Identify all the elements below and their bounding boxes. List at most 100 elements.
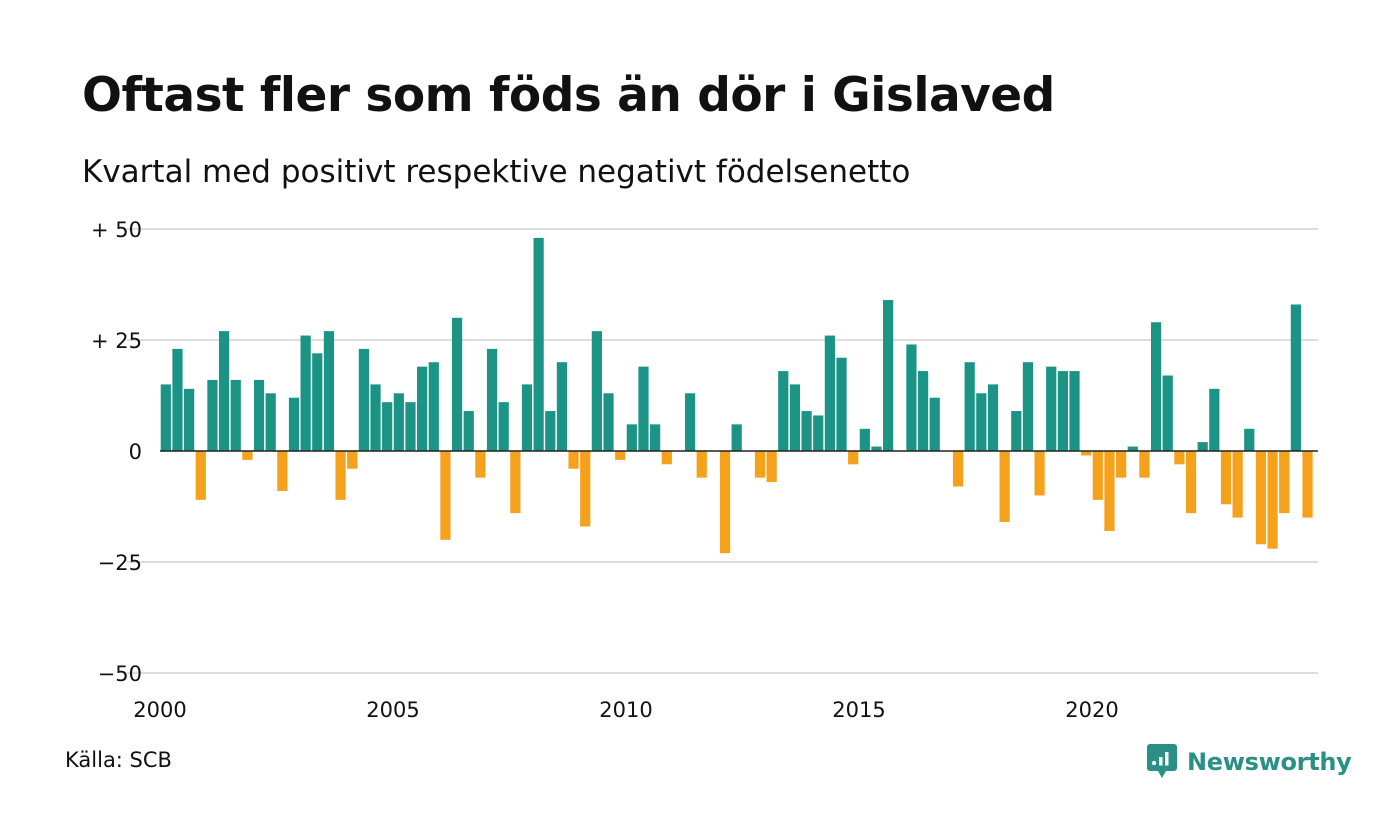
- y-axis-labels: + 50 + 25 0 −25 −50: [91, 218, 142, 686]
- newsworthy-logo-icon: [1147, 744, 1177, 778]
- bar-positive: [778, 371, 789, 451]
- bar-negative: [1185, 451, 1197, 514]
- bar-negative: [1267, 451, 1278, 549]
- bar-negative: [1279, 451, 1290, 514]
- bar-positive: [684, 393, 696, 451]
- bar-negative: [1116, 451, 1127, 478]
- bar-negative: [719, 451, 731, 554]
- x-axis-labels: 2000 2005 2010 2015 2020: [133, 698, 1118, 722]
- bar-positive: [964, 362, 975, 451]
- bar-negative: [1092, 451, 1103, 500]
- chart-subtitle: Kvartal med positivt respektive negativt…: [82, 154, 911, 190]
- bar-positive: [836, 357, 847, 451]
- bar-positive: [323, 331, 335, 451]
- y-tick-label: −50: [98, 662, 142, 686]
- bar-positive: [1244, 428, 1255, 451]
- bar-negative: [1104, 451, 1115, 531]
- bar-positive: [253, 379, 265, 451]
- bar-positive: [417, 366, 428, 451]
- bar-positive: [906, 344, 917, 451]
- bar-negative: [696, 451, 707, 478]
- bar-negative: [999, 451, 1010, 523]
- y-tick-label: + 25: [91, 329, 142, 353]
- bar-positive: [871, 446, 882, 451]
- bar-positive: [218, 331, 230, 451]
- bar-positive: [288, 397, 300, 451]
- bar-positive: [917, 371, 929, 451]
- bar-positive: [265, 393, 276, 451]
- bar-positive: [312, 353, 323, 451]
- bar-positive: [976, 393, 987, 451]
- bar-negative: [242, 451, 253, 460]
- bar-negative: [754, 451, 766, 478]
- bar-positive: [521, 384, 533, 451]
- bar-positive: [591, 331, 602, 451]
- bar-positive: [207, 379, 218, 451]
- bar-positive: [230, 379, 241, 451]
- bar-positive: [545, 411, 556, 451]
- bar-positive: [533, 237, 544, 451]
- bar-positive: [184, 388, 195, 451]
- x-tick-label: 2010: [599, 698, 652, 722]
- bar-positive: [626, 424, 637, 451]
- bar-positive: [160, 384, 171, 451]
- bar-positive: [1290, 304, 1301, 451]
- bar-positive: [1069, 371, 1080, 451]
- bar-positive: [451, 317, 463, 451]
- chart-title: Oftast fler som föds än dör i Gislaved: [82, 68, 1055, 123]
- bar-negative: [848, 451, 859, 465]
- bar-positive: [1127, 446, 1138, 451]
- bar-positive: [1197, 442, 1208, 451]
- y-tick-label: 0: [129, 440, 142, 464]
- bar-negative: [1255, 451, 1267, 545]
- bar-positive: [1057, 371, 1068, 451]
- bar-positive: [1162, 375, 1173, 451]
- bar-negative: [335, 451, 346, 500]
- bar-negative: [766, 451, 777, 483]
- y-tick-label: + 50: [91, 218, 142, 242]
- bar-positive: [650, 424, 661, 451]
- bar-negative: [952, 451, 964, 487]
- x-tick-label: 2020: [1065, 698, 1118, 722]
- bar-negative: [1232, 451, 1243, 518]
- x-tick-label: 2015: [832, 698, 885, 722]
- bar-positive: [1209, 388, 1220, 451]
- bar-positive: [883, 300, 894, 451]
- bar-negative: [1139, 451, 1150, 478]
- bar-positive: [556, 362, 568, 451]
- bar-negative: [347, 451, 358, 469]
- source-note: Källa: SCB: [65, 748, 172, 772]
- x-tick-label: 2005: [366, 698, 419, 722]
- bar-positive: [1046, 366, 1057, 451]
- y-tick-label: −25: [98, 551, 142, 575]
- bar-negative: [568, 451, 579, 469]
- bar-positive: [428, 362, 439, 451]
- bar-positive: [486, 348, 498, 451]
- bar-positive: [824, 335, 835, 451]
- bar-positive: [859, 428, 870, 451]
- bar-negative: [510, 451, 521, 514]
- bar-negative: [661, 451, 672, 465]
- bar-positive: [603, 393, 614, 451]
- brand-name: Newsworthy: [1187, 748, 1352, 776]
- bar-negative: [475, 451, 486, 478]
- bar-positive: [929, 397, 940, 451]
- bar-positive: [1022, 362, 1034, 451]
- bar-positive: [987, 384, 999, 451]
- bar-negative: [1220, 451, 1232, 505]
- bar-negative: [195, 451, 206, 500]
- bar-positive: [463, 411, 474, 451]
- bar-positive: [801, 411, 812, 451]
- bar-negative: [1081, 451, 1092, 456]
- bar-positive: [789, 384, 801, 451]
- bar-negative: [580, 451, 591, 527]
- bar-positive: [370, 384, 381, 451]
- bar-positive: [172, 348, 183, 451]
- bars: [160, 237, 1313, 554]
- bar-positive: [498, 402, 509, 451]
- bar-positive: [300, 335, 311, 451]
- bar-positive: [358, 348, 369, 451]
- bar-positive: [638, 366, 649, 451]
- brand-logo[interactable]: Newsworthy: [1147, 742, 1352, 782]
